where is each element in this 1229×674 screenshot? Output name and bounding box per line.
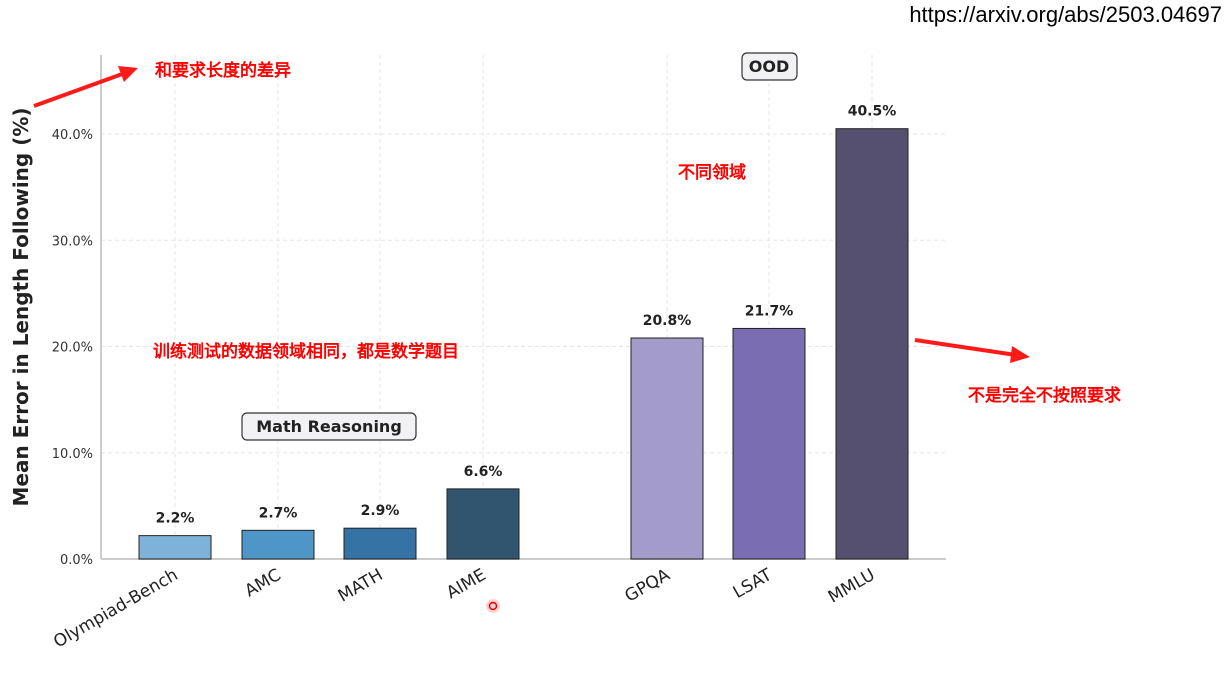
x-tick-label: MMLU — [825, 565, 879, 608]
arrow-ylabel — [33, 66, 138, 108]
bar-aime — [446, 488, 520, 560]
group-label-math-text: Math Reasoning — [256, 417, 402, 436]
y-tick-label: 30.0% — [52, 234, 93, 249]
x-tick-label: MATH — [335, 565, 387, 606]
annotation-mmlu-note: 不是完全不按照要求 — [968, 385, 1121, 406]
x-tick-label: AIME — [443, 565, 489, 603]
group-label-ood-text: OOD — [749, 57, 789, 76]
source-url: https://arxiv.org/abs/2503.04697 — [909, 2, 1222, 27]
arrow-mmlu — [914, 338, 1030, 363]
bar-gpqa — [630, 337, 704, 560]
bar-mmlu — [835, 128, 909, 560]
x-tick-label: GPQA — [622, 565, 674, 607]
value-label: 21.7% — [745, 303, 794, 319]
x-tick-label: LSAT — [730, 565, 776, 603]
bar-amc — [241, 529, 315, 560]
y-tick-label: 20.0% — [52, 341, 93, 356]
value-label: 2.7% — [259, 505, 298, 521]
bar-lsat — [732, 327, 806, 560]
value-label: 20.8% — [643, 313, 692, 329]
y-tick-label: 40.0% — [52, 128, 93, 143]
bar-olympiad-bench — [138, 535, 212, 560]
y-tick-label: 0.0% — [60, 553, 93, 568]
value-label: 6.6% — [464, 464, 503, 480]
x-tick-label: Olympiad-Bench — [50, 565, 181, 652]
x-tick-label: AMC — [241, 565, 284, 601]
annotation-ylabel-note: 和要求长度的差异 — [155, 60, 291, 81]
value-label: 2.2% — [156, 511, 195, 527]
value-label: 2.9% — [361, 503, 400, 519]
annotation-ood-note: 不同领域 — [678, 162, 746, 183]
group-label-ood: OOD — [741, 52, 798, 81]
value-label: 40.5% — [848, 104, 897, 120]
y-axis-label: Mean Error in Length Following (%) — [9, 107, 33, 506]
grid — [101, 55, 946, 559]
annotation-math-note: 训练测试的数据领域相同，都是数学题目 — [153, 341, 459, 362]
cursor-marker — [486, 599, 500, 613]
y-tick-label: 10.0% — [52, 447, 93, 462]
group-label-math: Math Reasoning — [241, 412, 417, 441]
bar-math — [343, 527, 417, 560]
